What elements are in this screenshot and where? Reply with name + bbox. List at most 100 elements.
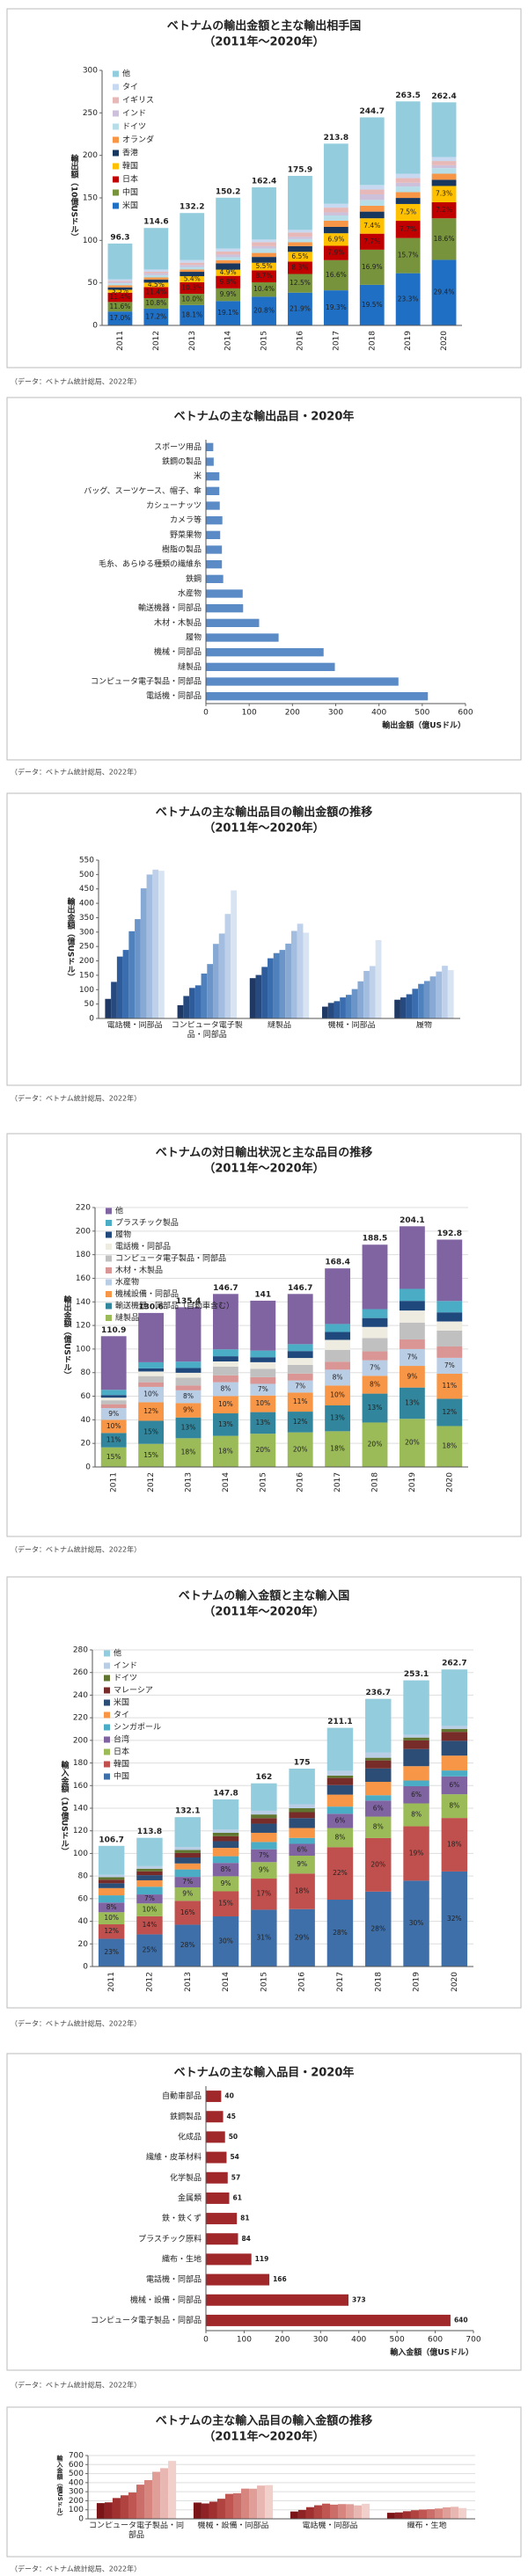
bar [178, 1005, 184, 1018]
bar [206, 2233, 238, 2244]
bar [105, 2502, 113, 2519]
x-axis-label: 輸出金額（億USドル） [382, 720, 466, 731]
x-tick-label: 2015 [260, 1972, 268, 1992]
y-tick-label: コンピュータ電子製品・同部品 [91, 676, 202, 687]
bar [135, 919, 141, 1018]
bar-segment [250, 1357, 275, 1362]
bar-segment [396, 178, 421, 182]
y-tick-label: 織布・生地 [162, 2253, 202, 2264]
x-tick-label: 縫製品 [243, 1021, 315, 1031]
legend-label: 米国 [122, 201, 138, 211]
bar [206, 2315, 451, 2326]
legend-label: ドイツ [122, 123, 146, 132]
legend-label: 台湾 [114, 1734, 129, 1745]
y-tick-label: 500 [69, 2470, 84, 2478]
y-tick-label: 100 [79, 986, 94, 995]
bar-segment [324, 208, 348, 212]
bar-segment [324, 212, 348, 215]
bar-segment [176, 1385, 202, 1390]
bar-segment [432, 102, 457, 157]
y-tick-label: 180 [73, 1759, 88, 1768]
bar-segment [288, 1374, 313, 1381]
data-label: 18% [181, 1449, 196, 1456]
y-tick-label: 200 [76, 1227, 91, 1236]
bar-segment [108, 288, 133, 290]
y-tick-label: 化成品 [178, 2131, 202, 2142]
data-label: 31% [257, 1934, 272, 1942]
bar-segment [101, 1390, 127, 1395]
data-label: 15.7% [398, 252, 419, 259]
data-label: 119 [255, 2255, 269, 2263]
data-label: 17.2% [145, 312, 166, 320]
bar-segment [138, 1362, 164, 1368]
bar-segment [175, 1870, 201, 1877]
chart-title: ベトナムの輸入金額と主な輸入国 [179, 1589, 350, 1603]
y-tick-label: 自動車部品 [162, 2091, 202, 2101]
x-tick-label: 2017 [336, 1972, 345, 1992]
x-tick-label-box: 履物 [388, 1021, 460, 1058]
y-axis-label: 輸出金額（億USドル） [66, 897, 77, 982]
data-label: 7% [144, 1894, 155, 1902]
y-tick-label: 450 [79, 885, 94, 894]
bar [427, 2509, 435, 2519]
data-label: 15% [218, 1900, 233, 1908]
data-label: 40 [224, 2092, 233, 2100]
y-tick-label: 350 [79, 914, 94, 923]
legend-swatch [104, 1663, 110, 1669]
x-tick-label: コンピュータ電子製品・同部品 [171, 1021, 243, 1040]
bar-segment [252, 246, 276, 249]
bar [418, 984, 424, 1018]
bar-segment [403, 1749, 429, 1767]
bar [395, 2513, 403, 2519]
legend-swatch [104, 1737, 110, 1743]
bar-segment [175, 1864, 201, 1870]
y-tick-label: 野菜果物 [170, 529, 202, 540]
x-tick-label: 600 [458, 709, 473, 718]
bar-segment [442, 1732, 467, 1740]
bar-segment [360, 200, 385, 206]
total-label: 113.8 [137, 1828, 162, 1836]
y-tick-label: 樹脂の製品 [162, 544, 202, 555]
total-label: 106.7 [99, 1835, 123, 1844]
bar-segment [175, 1817, 201, 1847]
data-label: 7% [444, 1361, 455, 1369]
total-label: 262.7 [442, 1660, 466, 1668]
bar [206, 692, 428, 700]
bar-segment [213, 1361, 238, 1367]
y-tick-label: 200 [73, 1736, 88, 1745]
legend-swatch [113, 203, 119, 209]
data-label: 7% [259, 1851, 269, 1859]
bar-segment [143, 275, 168, 278]
data-label: 84 [241, 2235, 250, 2243]
legend-swatch [113, 190, 119, 196]
total-label: 253.1 [404, 1670, 429, 1679]
total-label: 162 [255, 1773, 272, 1782]
bar-segment [396, 183, 421, 186]
legend-swatch [113, 71, 119, 77]
data-label: 19.3% [326, 303, 347, 311]
bar [424, 981, 430, 1018]
bar-segment [289, 1828, 314, 1838]
bar [206, 575, 224, 583]
data-label: 8.7% [256, 272, 273, 280]
total-label: 132.2 [180, 203, 204, 212]
bar [202, 2504, 209, 2519]
source-note: （データ：ベトナム統計総局、2022年） [11, 2565, 141, 2573]
bar [206, 2091, 221, 2102]
data-label: 13% [181, 1424, 196, 1432]
bar-segment [143, 274, 168, 275]
bar-segment [325, 1361, 350, 1369]
y-tick-label: 200 [83, 151, 98, 160]
data-label: 61 [232, 2193, 241, 2201]
data-label: 9% [297, 1860, 307, 1868]
bar-segment [403, 1740, 429, 1749]
bar-segment [101, 1405, 127, 1408]
data-label: 16.9% [362, 263, 383, 271]
data-label: 7% [182, 1878, 193, 1886]
bar [231, 890, 237, 1018]
total-label: 204.1 [400, 1216, 424, 1225]
bar-segment [325, 1350, 350, 1362]
x-tick-label: 2013 [185, 1472, 194, 1492]
bar-segment [213, 1829, 238, 1833]
bar-segment [403, 1734, 429, 1737]
